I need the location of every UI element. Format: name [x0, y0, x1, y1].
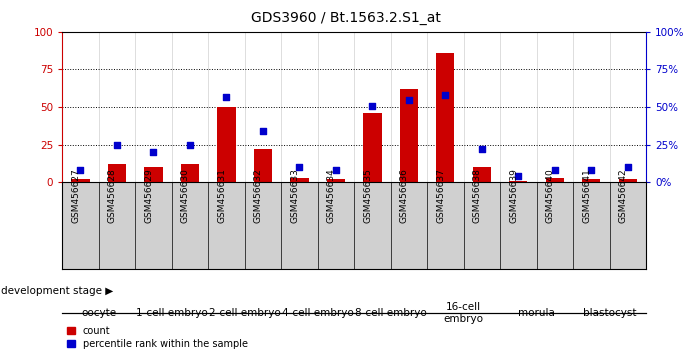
- Text: GSM456629: GSM456629: [144, 168, 153, 223]
- Point: [330, 167, 341, 173]
- Point: [184, 142, 196, 148]
- Bar: [254, 149, 272, 182]
- Bar: [618, 179, 637, 182]
- Point: [586, 167, 597, 173]
- Text: GSM456634: GSM456634: [327, 168, 336, 223]
- Text: GDS3960 / Bt.1563.2.S1_at: GDS3960 / Bt.1563.2.S1_at: [251, 11, 440, 25]
- Point: [549, 167, 560, 173]
- Legend: count, percentile rank within the sample: count, percentile rank within the sample: [67, 326, 247, 349]
- Text: development stage ▶: development stage ▶: [1, 286, 113, 296]
- Text: GSM456632: GSM456632: [254, 168, 263, 223]
- Point: [476, 147, 487, 152]
- Bar: [290, 178, 308, 182]
- Point: [148, 149, 159, 155]
- Text: GSM456640: GSM456640: [546, 168, 555, 223]
- Text: GSM456636: GSM456636: [400, 168, 409, 223]
- Text: GSM456630: GSM456630: [181, 168, 190, 223]
- Text: 4-cell embryo: 4-cell embryo: [282, 308, 354, 318]
- Text: morula: morula: [518, 308, 555, 318]
- Bar: [400, 89, 418, 182]
- Text: oocyte: oocyte: [81, 308, 116, 318]
- Point: [440, 92, 451, 98]
- Text: 2-cell embryo: 2-cell embryo: [209, 308, 281, 318]
- Bar: [144, 167, 162, 182]
- Text: GSM456637: GSM456637: [437, 168, 446, 223]
- Point: [257, 129, 268, 134]
- Text: GSM456639: GSM456639: [509, 168, 518, 223]
- Bar: [217, 107, 236, 182]
- Text: GSM456635: GSM456635: [363, 168, 372, 223]
- Text: GSM456642: GSM456642: [619, 168, 628, 223]
- Point: [367, 103, 378, 108]
- Bar: [473, 167, 491, 182]
- Point: [294, 164, 305, 170]
- Text: GSM456628: GSM456628: [108, 168, 117, 223]
- Bar: [436, 53, 455, 182]
- Point: [111, 142, 122, 148]
- Text: 16-cell
embryo: 16-cell embryo: [444, 302, 484, 324]
- Point: [623, 164, 634, 170]
- Text: 8-cell embryo: 8-cell embryo: [354, 308, 426, 318]
- Text: GSM456638: GSM456638: [473, 168, 482, 223]
- Point: [221, 94, 232, 99]
- Point: [75, 167, 86, 173]
- Text: GSM456631: GSM456631: [218, 168, 227, 223]
- Bar: [108, 164, 126, 182]
- Bar: [583, 179, 600, 182]
- Bar: [181, 164, 199, 182]
- Point: [513, 173, 524, 179]
- Text: blastocyst: blastocyst: [583, 308, 636, 318]
- Text: GSM456633: GSM456633: [290, 168, 299, 223]
- Bar: [71, 179, 90, 182]
- Point: [404, 97, 415, 102]
- Bar: [509, 181, 527, 182]
- Text: GSM456627: GSM456627: [71, 168, 80, 223]
- Bar: [363, 113, 381, 182]
- Bar: [546, 178, 564, 182]
- Text: 1-cell embryo: 1-cell embryo: [136, 308, 207, 318]
- Bar: [327, 179, 345, 182]
- Text: GSM456641: GSM456641: [583, 168, 591, 223]
